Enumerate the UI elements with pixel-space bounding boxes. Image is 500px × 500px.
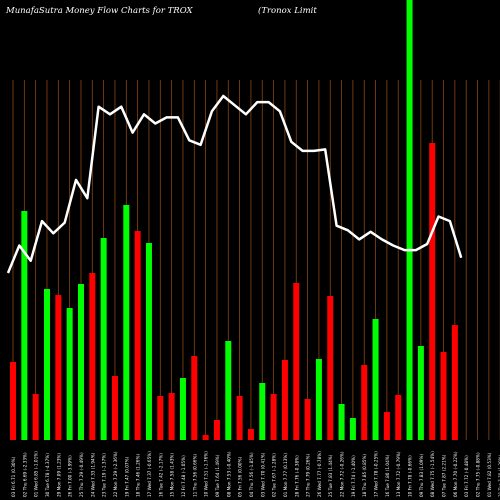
money-flow-bar	[361, 365, 368, 440]
money-flow-bar	[259, 383, 266, 440]
x-tick-label: 11 Thu 7.56 (0.66%)	[192, 454, 197, 497]
x-tick-label: 12 Fri 7.48 (-1.05%)	[181, 455, 186, 497]
money-flow-bar	[157, 396, 164, 440]
x-tick-label: 08 Wed 7.75 (-1.54%)	[430, 451, 435, 497]
money-flow-bar	[383, 412, 390, 440]
money-flow-bar	[100, 238, 107, 440]
x-tick-label: 03 Fri 7.72 (-0.48%)	[464, 455, 469, 497]
money-flow-bar	[372, 319, 379, 440]
money-flow-bar	[55, 295, 62, 440]
money-flow-bar	[21, 211, 28, 440]
x-tick-label: 06 Mon 7.70 (-0.22%)	[453, 451, 458, 497]
x-tick-label: 04 Thu 7.56 (-1.85%)	[249, 452, 254, 497]
x-tick-label: 19 Fri 7.74 (-1.40%)	[351, 455, 356, 497]
x-tick-label: 23 Tue 7.19 (-1.37%)	[102, 453, 107, 497]
money-flow-bar	[111, 376, 118, 440]
x-tick-label: 27 Thu 7.79 (0.26%)	[306, 454, 311, 497]
x-tick-label: 03 Wed 7.70 (0.41%)	[260, 452, 265, 497]
money-flow-bar	[349, 418, 356, 440]
x-tick-label: 02 Thu 7.75 (-0.88%)	[476, 452, 481, 497]
money-flow-bar	[145, 243, 152, 440]
x-tick-label: 26 Wed 7.77 (-0.78%)	[317, 451, 322, 497]
money-flow-bar	[168, 393, 175, 440]
grid-lines	[12, 80, 500, 440]
money-flow-bar	[191, 356, 198, 440]
chart-title: MunafaSutra Money Flow Charts for TROX	[6, 6, 193, 16]
money-flow-bar	[429, 143, 436, 440]
x-tick-label: 22 Mon 7.29 (-2.36%)	[113, 451, 118, 497]
bar-series	[10, 0, 458, 440]
money-flow-bar	[66, 308, 73, 440]
money-flow-bar	[281, 360, 288, 440]
money-flow-bar	[338, 404, 345, 440]
money-flow-bar	[213, 420, 220, 440]
x-tick-label: 01 Wed 6.85 (-1.01%)	[34, 451, 39, 497]
money-flow-bar	[327, 296, 334, 440]
money-flow-bar	[179, 378, 186, 440]
x-tick-label: 19 Fri 7.47 (0.07%)	[124, 456, 129, 497]
x-tick-label: 28 Fri 7.76 (-0.38%)	[294, 455, 299, 497]
x-tick-label: 10 Fri 7.78 (-0.66%)	[408, 455, 413, 497]
x-tick-label: 31 Tue 7.78 (1.30%)	[498, 454, 500, 497]
x-tick-label: 01 Mon 7.77 (0.13%)	[283, 453, 288, 497]
x-tick-label: 25 Thu 7.29 (-0.49%)	[79, 452, 84, 497]
x-tick-label: 05 Fri 7.56 (0.00%)	[238, 456, 243, 497]
money-flow-bar	[315, 359, 322, 440]
x-tick-label: 25 Tue 7.83 (1.44%)	[328, 454, 333, 497]
x-tick-label: 07 Tue 7.87 (2.21%)	[442, 454, 447, 497]
x-tick-label: 16 Tue 7.42 (-2.17%)	[158, 453, 163, 497]
money-flow-bar	[225, 341, 232, 440]
chart-subtitle: (Tronox Limit	[258, 6, 317, 16]
x-tick-label: 13 Mon 7.72 (-0.79%)	[396, 451, 401, 497]
x-tick-label: 30 Tue 6.78 (-4.37%)	[45, 453, 50, 497]
x-tick-labels: 03 Fri 6.71 (0.30%) 02 Thu 6.69 (-2.33%) 0…	[11, 451, 500, 497]
x-tick-label: 18 Thu 7.46 (1.26%)	[136, 454, 141, 497]
x-tick-label: 17 Wed 7.78 (-0.25%)	[374, 451, 379, 497]
money-flow-bar	[247, 429, 254, 440]
x-tick-label: 02 Thu 6.69 (-2.33%)	[22, 452, 27, 497]
x-tick-label: 22 Mon 7.72 (-0.26%)	[340, 451, 345, 497]
money-flow-bar	[417, 346, 424, 440]
money-flow-bar	[451, 325, 458, 440]
x-tick-label: 26 Fri 7.00 (-3.99%)	[68, 455, 73, 497]
price-line	[6, 94, 463, 274]
money-flow-bar	[406, 0, 413, 440]
money-flow-bar	[77, 284, 84, 440]
x-tick-label: 15 Mon 7.58 (1.43%)	[170, 453, 175, 497]
money-flow-bar	[304, 399, 311, 440]
money-flow-bar	[236, 396, 243, 440]
money-flow-bar	[32, 394, 39, 440]
money-flow-bar	[440, 352, 447, 440]
money-flow-bar	[134, 231, 141, 440]
money-flow-bar	[293, 283, 300, 440]
x-tick-label: 01 Wed 7.82 (0.53%)	[487, 452, 492, 497]
x-tick-label: 09 Thu 7.83 (1.09%)	[419, 454, 424, 497]
x-tick-label: 24 Wed 7.33 (1.94%)	[90, 452, 95, 497]
x-tick-label: 10 Wed 7.51 (-1.76%)	[204, 451, 209, 497]
money-flow-bar	[43, 289, 50, 440]
money-flow-bar	[395, 395, 402, 440]
x-tick-label: 18 Thu 7.85 (0.85%)	[362, 454, 367, 497]
money-flow-bar	[202, 435, 209, 440]
x-tick-label: 08 Mon 7.53 (-0.40%)	[226, 451, 231, 497]
money-flow-bar	[123, 205, 130, 440]
x-tick-label: 02 Tue 7.67 (-1.28%)	[272, 453, 277, 497]
x-tick-label: 03 Fri 6.71 (0.30%)	[11, 456, 16, 497]
money-flow-bar	[270, 394, 277, 440]
money-flow-bar	[10, 362, 16, 440]
x-tick-label: 09 Tue 7.64 (1.49%)	[215, 454, 220, 497]
x-tick-label: 29 Mon 7.09 (1.23%)	[56, 453, 61, 497]
money-flow-bar	[89, 273, 96, 440]
x-tick-label: 16 Tue 7.80 (1.04%)	[385, 454, 390, 497]
x-tick-label: 17 Wed 7.37 (-0.65%)	[147, 451, 152, 497]
